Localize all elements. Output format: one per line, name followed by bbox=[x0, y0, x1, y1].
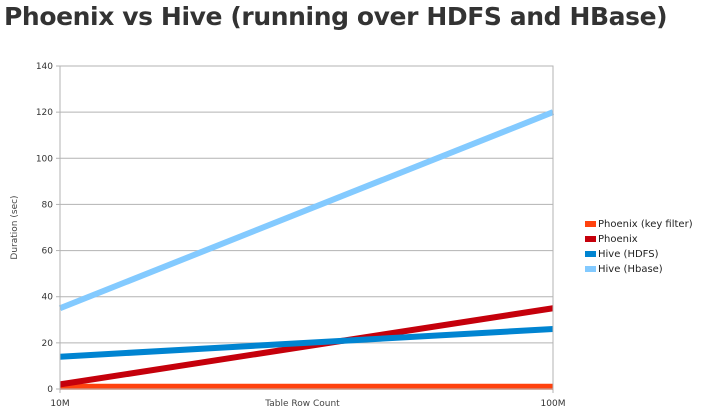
series-line bbox=[59, 326, 554, 360]
legend: Phoenix (key filter) Phoenix Hive (HDFS) Hi… bbox=[585, 219, 693, 275]
y-tick-label: 0 bbox=[47, 385, 53, 395]
series-lines bbox=[58, 109, 555, 390]
legend-swatch bbox=[585, 221, 596, 227]
legend-label: Hive (HDFS) bbox=[598, 249, 659, 260]
series-line bbox=[58, 109, 555, 312]
legend-swatch bbox=[585, 251, 596, 257]
y-tick-label: 40 bbox=[42, 293, 54, 303]
y-tick-label: 80 bbox=[42, 200, 54, 210]
legend-swatch bbox=[585, 236, 596, 242]
page-title: Phoenix vs Hive (running over HDFS and H… bbox=[4, 2, 668, 31]
x-axis-title: Table Row Count bbox=[264, 399, 340, 409]
y-tick-label: 120 bbox=[36, 108, 53, 118]
y-tick-label: 140 bbox=[36, 62, 53, 72]
y-tick-label: 20 bbox=[42, 339, 54, 349]
x-tick-label: 100M bbox=[541, 399, 566, 409]
x-tick-label: 10M bbox=[50, 399, 69, 409]
y-tick-label: 60 bbox=[42, 247, 54, 257]
legend-swatch bbox=[585, 266, 596, 272]
y-axis-title: Duration (sec) bbox=[10, 195, 20, 259]
legend-label: Hive (Hbase) bbox=[598, 264, 663, 275]
y-tick-label: 100 bbox=[36, 154, 53, 164]
series-line bbox=[59, 305, 554, 388]
plot-frame bbox=[59, 65, 554, 390]
legend-label: Phoenix bbox=[598, 234, 638, 245]
legend-label: Phoenix (key filter) bbox=[598, 219, 693, 230]
y-axis-ticks: 0 20 40 60 80 100 120 140 bbox=[36, 62, 60, 395]
